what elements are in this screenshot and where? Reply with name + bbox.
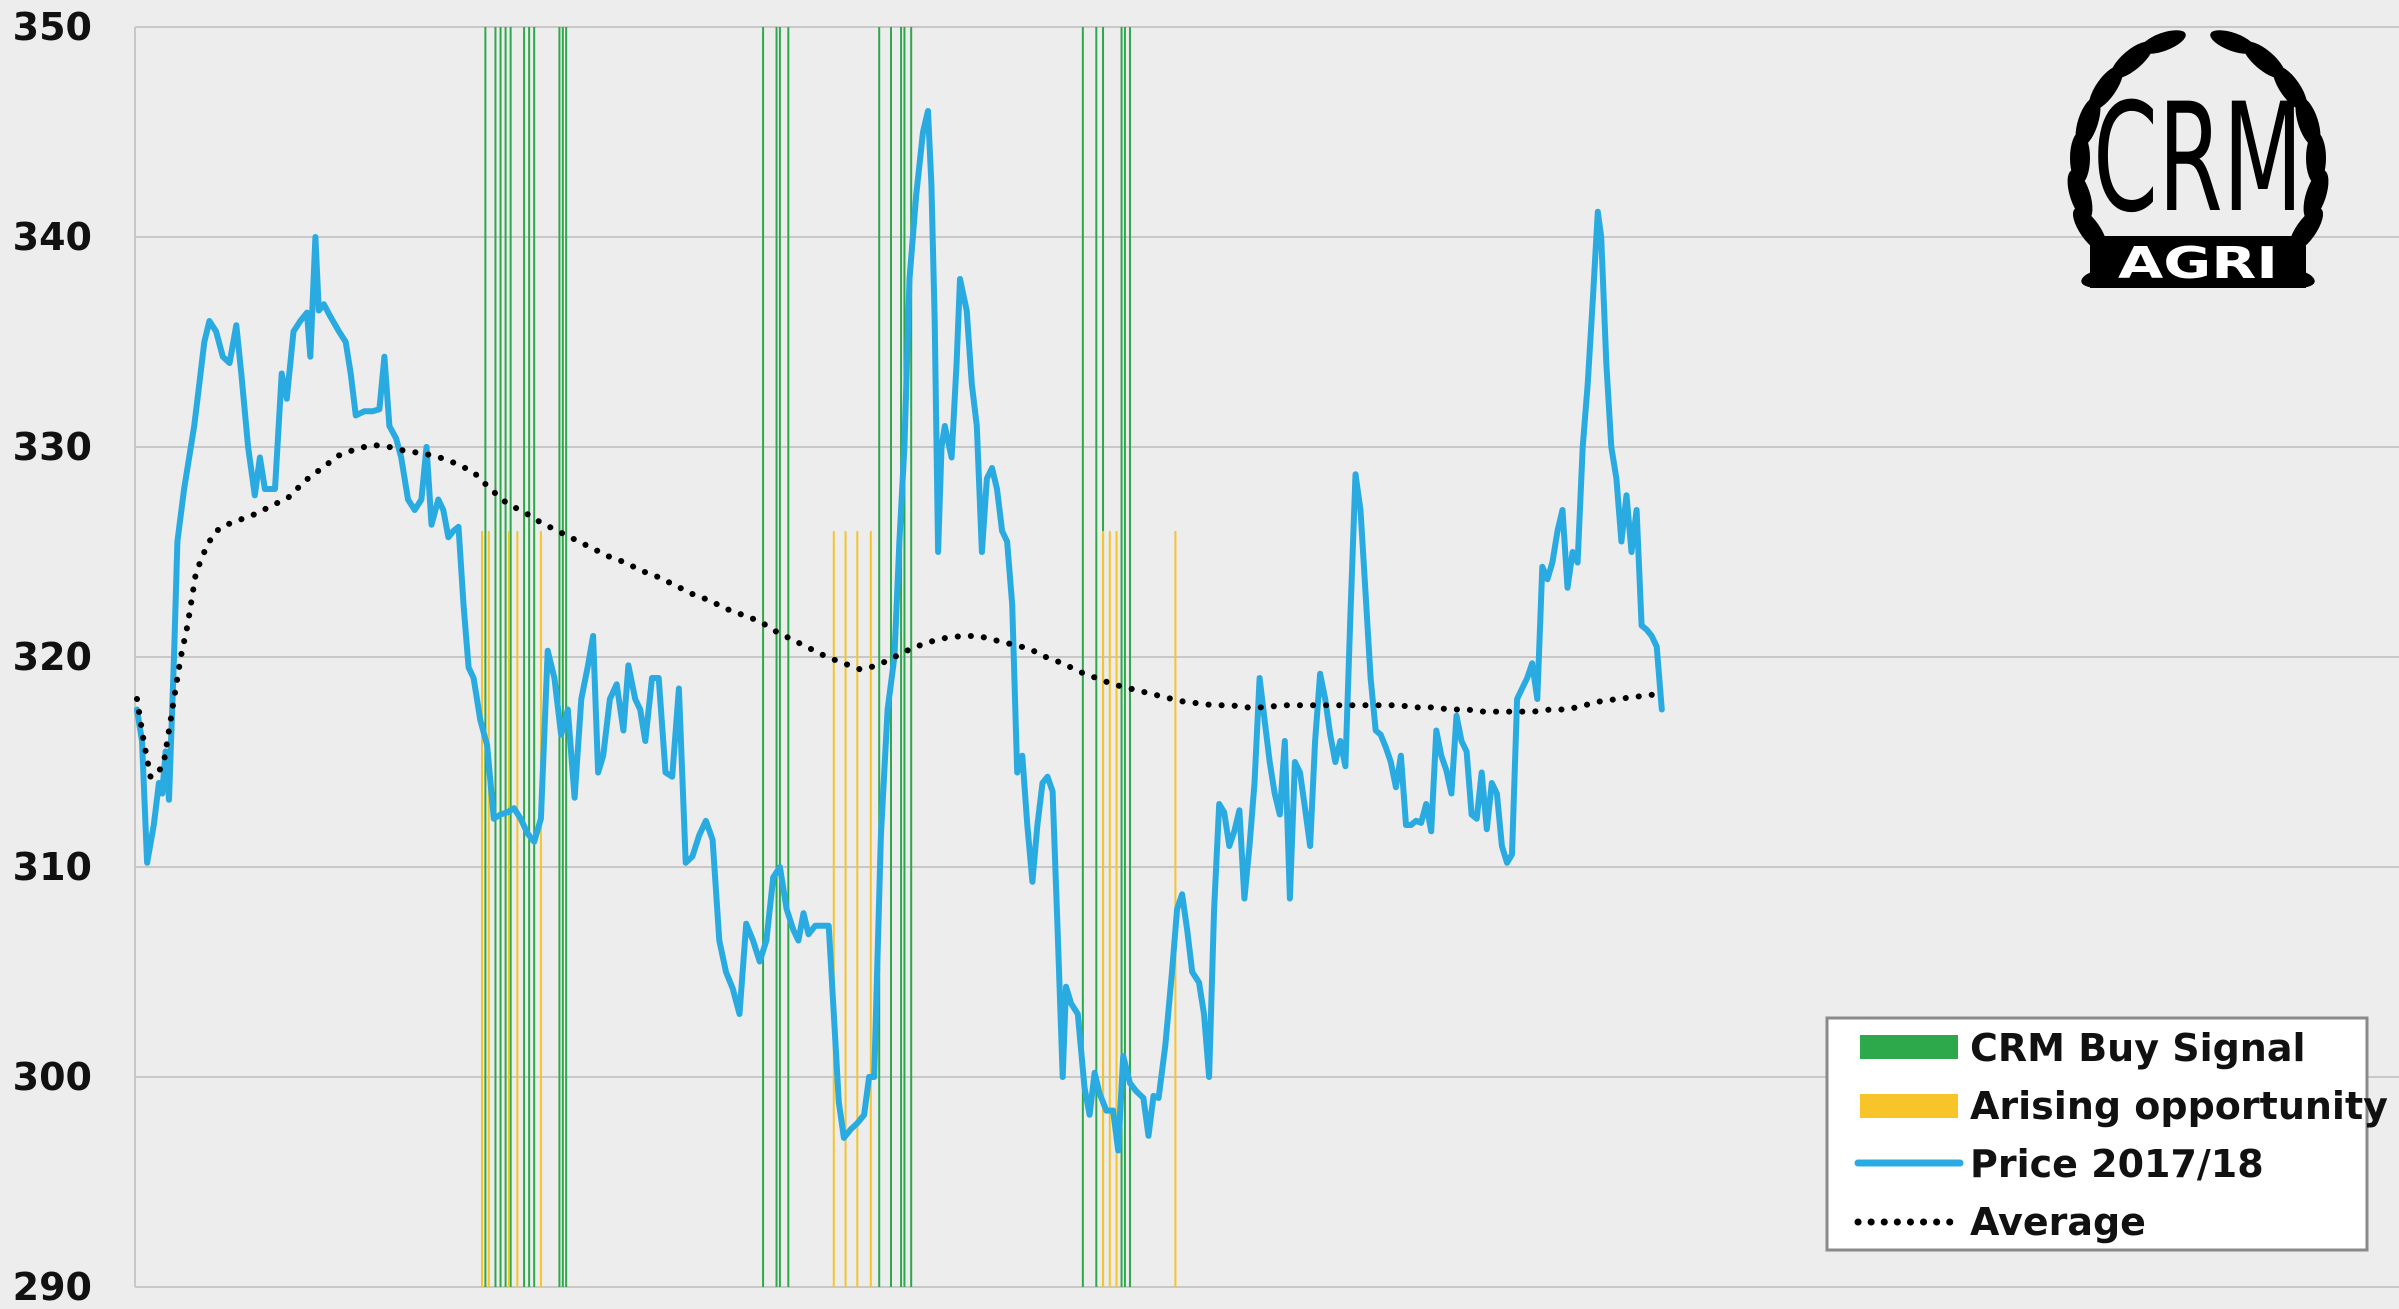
y-tick-label-300: 300 <box>13 1055 92 1099</box>
y-tick-label-320: 320 <box>13 635 92 679</box>
y-tick-label-310: 310 <box>13 845 92 889</box>
legend-item-average: Average <box>1854 1200 2146 1244</box>
price-line <box>134 108 1665 1154</box>
y-tick-label-340: 340 <box>13 215 92 259</box>
legend-item-price: Price 2017/18 <box>1854 1142 2264 1186</box>
legend-label-price: Price 2017/18 <box>1970 1142 2264 1186</box>
legend-label-buy-signal: CRM Buy Signal <box>1970 1026 2306 1070</box>
signal-lines <box>481 27 1177 1287</box>
legend-item-arising-opportunity: Arising opportunity <box>1860 1084 2388 1128</box>
logo-agri-band <box>2090 236 2306 288</box>
y-tick-label-290: 290 <box>13 1265 92 1309</box>
grid-lines <box>135 26 2399 1288</box>
series-lines <box>134 108 1665 1154</box>
logo-crm-text: CRM <box>2093 72 2303 246</box>
legend-swatch-buy-signal <box>1860 1035 1958 1059</box>
legend-item-buy-signal: CRM Buy Signal <box>1860 1026 2306 1070</box>
y-axis: 290 300 310 320 330 340 350 <box>13 5 136 1309</box>
y-tick-label-350: 350 <box>13 5 92 49</box>
average-line <box>134 441 1665 780</box>
legend-swatch-arising-opportunity <box>1860 1094 1958 1118</box>
legend: CRM Buy Signal Arising opportunity Price… <box>1825 1016 2388 1252</box>
crm-agri-logo: CRM AGRI <box>2067 30 2329 289</box>
legend-label-arising-opportunity: Arising opportunity <box>1970 1084 2388 1128</box>
legend-label-average: Average <box>1970 1200 2146 1244</box>
logo-agri-text: AGRI <box>2118 238 2278 289</box>
y-tick-label-330: 330 <box>13 425 92 469</box>
